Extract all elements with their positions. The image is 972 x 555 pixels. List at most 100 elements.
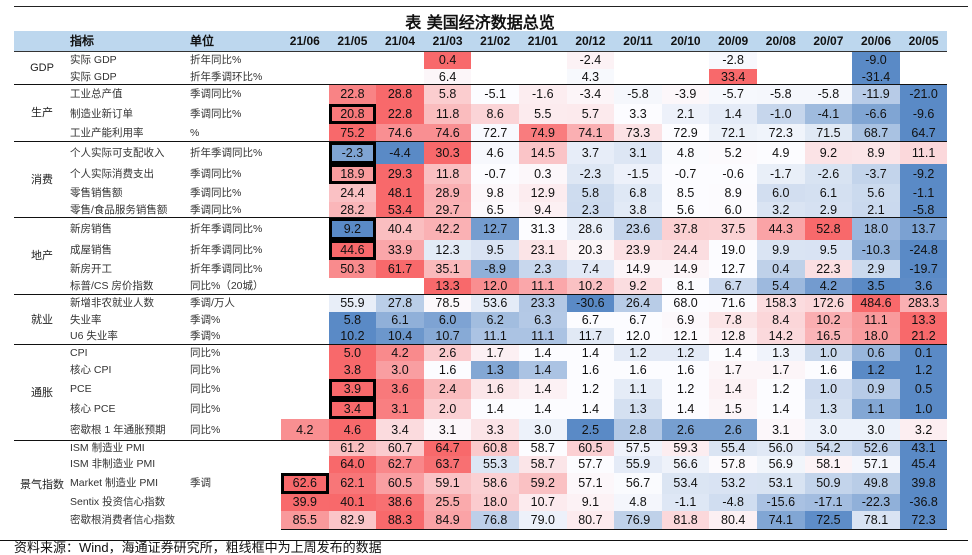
indicator-name: 实际 GDP: [70, 54, 117, 66]
group-label: 通胀: [31, 387, 53, 399]
data-cell: 1.2: [566, 379, 615, 399]
data-cell: 76.8: [471, 511, 519, 529]
indicator-unit: %: [190, 127, 200, 139]
group-label: GDP: [30, 62, 54, 74]
data-cell: 1.4: [709, 345, 757, 361]
data-cell: 1.1: [614, 379, 662, 399]
data-cell: 3.2: [899, 419, 948, 441]
data-cell: 11.8: [423, 104, 472, 124]
data-cell: 5.7: [566, 104, 615, 124]
data-cell: 9.4: [519, 202, 567, 218]
data-cell: 6.7: [566, 312, 615, 328]
data-cell: -1.0: [757, 104, 805, 124]
indicator-unit: 同比%（20城）: [190, 280, 264, 292]
data-cell: 6.0: [423, 312, 472, 328]
data-cell: 1.2: [661, 379, 710, 399]
group-separator: [14, 294, 947, 295]
data-cell: 81.8: [661, 511, 710, 529]
data-cell: 59.3: [661, 441, 710, 456]
indicator-unit: 折年季调同比%: [190, 244, 263, 256]
data-cell: 88.3: [376, 511, 424, 529]
data-cell: 7.4: [566, 260, 615, 278]
data-cell: 56.0: [757, 441, 805, 456]
data-cell: -2.3: [566, 164, 615, 184]
data-cell: 10.2: [328, 328, 377, 345]
indicator-name: 核心 CPI: [70, 364, 112, 376]
data-cell: 6.5: [471, 202, 519, 218]
data-cell: 1.0: [804, 345, 853, 361]
data-cell: -3.9: [661, 85, 710, 104]
data-cell: 49.8: [852, 473, 900, 494]
indicator-name: CPI: [70, 347, 88, 359]
indicator-unit: 折年同比%: [190, 54, 242, 66]
data-cell: 74.1: [757, 511, 805, 529]
data-cell: 12.8: [709, 328, 757, 345]
data-cell: 57.5: [614, 441, 662, 456]
group-label: 生产: [31, 107, 53, 119]
header-col-21-01: 21/01: [527, 34, 558, 48]
data-cell: -3.4: [566, 85, 615, 104]
indicator-unit: 季调同比%: [190, 204, 242, 216]
data-cell: 3.8: [614, 202, 662, 218]
data-cell: 22.8: [328, 85, 377, 104]
data-cell: 11.1: [519, 328, 567, 345]
data-cell: 2.3: [519, 260, 567, 278]
data-cell: 3.0: [519, 419, 567, 441]
data-cell: 1.3: [614, 399, 662, 419]
data-cell: 0.5: [899, 379, 948, 399]
data-cell: 4.6: [328, 419, 377, 441]
data-cell: 3.7: [566, 142, 615, 164]
data-cell: 33.9: [376, 240, 424, 260]
header-indicator: 指标: [70, 34, 95, 48]
data-cell: 57.1: [566, 473, 615, 494]
data-cell: 42.2: [423, 218, 472, 240]
data-cell: 74.6: [376, 124, 424, 142]
data-cell: 3.1: [423, 419, 472, 441]
data-cell: 6.1: [804, 184, 853, 202]
data-cell: -5.1: [471, 85, 519, 104]
data-cell: 53.1: [757, 473, 805, 494]
data-cell: 14.9: [661, 260, 710, 278]
data-cell: 56.7: [614, 473, 662, 494]
indicator-name: PCE: [70, 383, 92, 395]
data-cell: -19.7: [899, 260, 948, 278]
data-cell: 1.4: [757, 399, 805, 419]
data-cell: 9.2: [328, 218, 377, 240]
data-cell: 8.5: [661, 184, 710, 202]
data-cell: 23.1: [519, 240, 567, 260]
data-cell: 52.6: [852, 441, 900, 456]
data-cell: 53.4: [376, 202, 424, 218]
data-cell: -24.8: [899, 240, 948, 260]
data-cell: 50.9: [804, 473, 853, 494]
data-cell: 1.7: [757, 361, 805, 379]
data-cell: 1.6: [804, 361, 853, 379]
data-cell: 1.4: [519, 361, 567, 379]
data-cell: 10.2: [804, 312, 853, 328]
data-cell: 2.6: [423, 345, 472, 361]
data-cell: 72.5: [804, 511, 853, 529]
data-cell: 1.5: [709, 399, 757, 419]
data-cell: -10.3: [852, 240, 900, 260]
data-cell: 4.2: [281, 419, 329, 441]
data-cell: 1.0: [804, 379, 853, 399]
data-cell: 9.5: [471, 240, 519, 260]
data-cell: 35.1: [423, 260, 472, 278]
data-cell: 6.3: [519, 312, 567, 328]
header-col-21-02: 21/02: [480, 34, 511, 48]
data-cell: 23.3: [519, 295, 567, 312]
data-cell: 48.1: [376, 184, 424, 202]
data-cell: 1.2: [614, 345, 662, 361]
data-cell: -4.4: [376, 142, 424, 164]
data-cell: 3.6: [376, 379, 424, 399]
data-cell: 3.4: [328, 399, 377, 419]
data-cell: 283.3: [899, 295, 948, 312]
data-cell: 3.2: [757, 202, 805, 218]
data-cell: -21.0: [899, 85, 948, 104]
data-cell: 8.1: [661, 278, 710, 295]
indicator-unit: 同比%: [190, 383, 221, 395]
data-cell: 59.1: [423, 473, 472, 494]
data-cell: -2.6: [804, 164, 853, 184]
data-cell: 2.4: [423, 379, 472, 399]
data-cell: 84.9: [423, 511, 472, 529]
